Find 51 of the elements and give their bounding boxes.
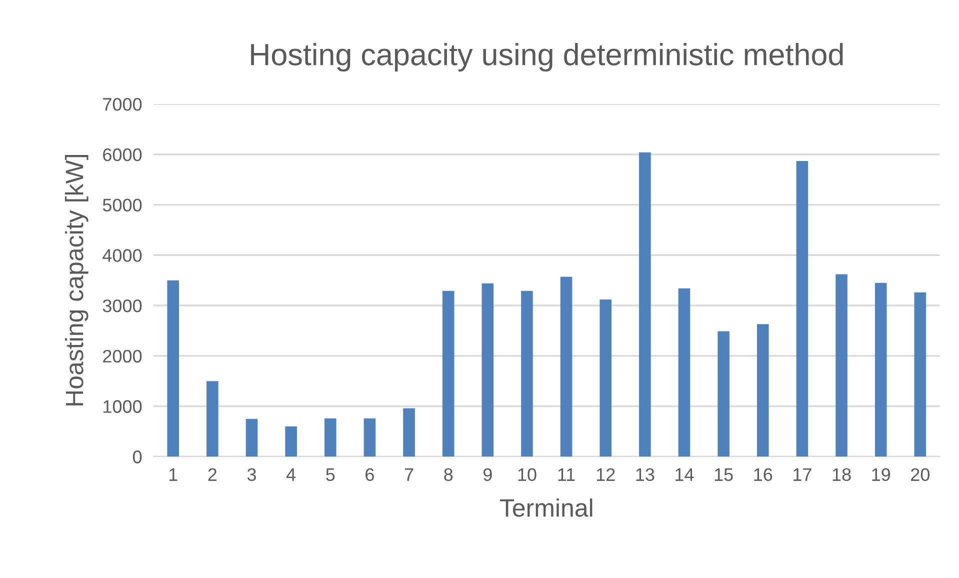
y-tick-label: 6000	[103, 148, 142, 162]
x-tick-label: 18	[832, 468, 851, 481]
bar	[403, 408, 415, 457]
bar	[364, 418, 376, 457]
bar	[796, 160, 808, 457]
bar	[167, 280, 179, 457]
x-tick-label: 7	[404, 468, 414, 481]
bar	[285, 426, 297, 457]
bar	[324, 418, 336, 457]
x-tick-label: 12	[596, 468, 615, 481]
x-tick-label: 17	[794, 468, 812, 481]
y-tick-label: 7000	[103, 98, 142, 111]
x-tick-label: 15	[714, 468, 733, 481]
y-tick-label: 5000	[102, 198, 142, 212]
x-tick-label: 14	[676, 468, 694, 481]
chart-title: Hosting capacity using deterministic method	[251, 43, 843, 72]
bar	[246, 418, 258, 457]
x-tick-label: 1	[169, 468, 178, 481]
bar	[914, 292, 926, 457]
x-tick-label: 16	[754, 468, 772, 481]
x-tick-label: 9	[483, 468, 492, 481]
bar	[639, 152, 651, 457]
x-tick-label: 20	[911, 468, 930, 481]
x-tick-label: 8	[444, 468, 453, 481]
y-tick-label: 0	[132, 450, 142, 464]
x-tick-label: 11	[558, 468, 575, 481]
bar	[482, 283, 494, 457]
bar	[442, 290, 454, 457]
bar	[874, 282, 887, 457]
x-axis-title: Terminal	[500, 498, 592, 517]
x-tick-label: 3	[247, 468, 256, 481]
x-tick-label: 5	[326, 468, 335, 481]
x-tick-label: 2	[208, 468, 217, 481]
x-tick-label: 6	[366, 468, 374, 481]
x-tick-label: 13	[636, 468, 654, 481]
y-tick-label: 4000	[102, 249, 142, 262]
bar	[206, 381, 218, 457]
bar	[600, 299, 612, 457]
y-axis-title: Hoasting capacity [kW]	[64, 154, 88, 406]
bar	[678, 288, 690, 457]
x-tick-label: 19	[872, 468, 890, 481]
y-tick-label: 2000	[103, 350, 142, 363]
bar	[756, 324, 769, 457]
bar	[560, 276, 572, 457]
bar	[521, 290, 533, 457]
x-tick-label: 10	[518, 468, 536, 481]
y-tick-label: 1000	[104, 400, 142, 413]
bar	[718, 331, 730, 457]
y-tick-label: 3000	[102, 299, 142, 312]
x-tick-label: 4	[286, 468, 296, 481]
bar	[836, 274, 848, 457]
